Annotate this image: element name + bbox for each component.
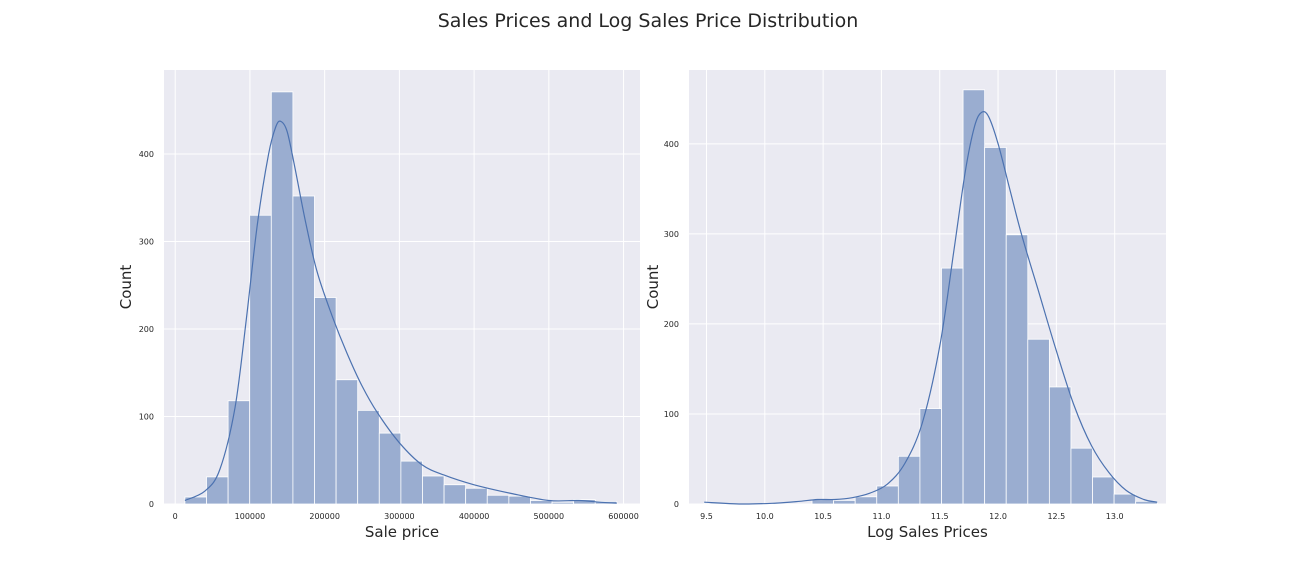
y-tick-label: 0: [149, 500, 154, 509]
x-axis-label: Sale price: [365, 523, 439, 541]
histogram-bar: [184, 496, 207, 505]
histogram-bar: [227, 400, 251, 505]
x-tick-label: 9.5: [700, 512, 713, 521]
histogram-bar: [833, 499, 856, 505]
histogram-bar: [1113, 493, 1137, 505]
histogram-bar: [919, 408, 942, 505]
x-tick-label: 200000: [309, 512, 340, 521]
y-tick-label: 300: [139, 238, 154, 247]
figure-title: Sales Prices and Log Sales Price Distrib…: [438, 10, 859, 32]
y-tick-label: 200: [139, 325, 154, 334]
x-tick-label: 10.0: [756, 512, 774, 521]
y-tick-label: 0: [674, 500, 679, 509]
y-tick-label: 400: [664, 140, 679, 149]
x-tick-label: 13.0: [1106, 512, 1124, 521]
histogram-bar: [897, 455, 921, 505]
y-tick-label: 200: [664, 320, 679, 329]
histogram-bar: [486, 494, 510, 505]
histogram-bar: [508, 495, 531, 505]
histogram-bar: [422, 475, 445, 505]
x-tick-label: 300000: [384, 512, 415, 521]
y-tick-label: 300: [664, 230, 679, 239]
histogram-bar: [1092, 476, 1115, 505]
histogram-bar: [1048, 386, 1072, 505]
kde-curve: [704, 111, 1158, 505]
log-sale-price-histogram: 9.5 10.0 10.5 11.0 11.5 12.0 12.5 13.0 0 100 200 30…: [644, 70, 1166, 541]
sale-price-histogram: 0 100000 200000 300000 400000 500000 600000 0 10…: [117, 70, 640, 541]
x-tick-label: 11.5: [931, 512, 949, 521]
histogram-bar: [984, 147, 1007, 505]
histogram-bar: [378, 432, 402, 505]
x-tick-label: 12.0: [989, 512, 1007, 521]
x-tick-label: 500000: [534, 512, 565, 521]
histogram-bar: [314, 297, 337, 505]
histogram-bar: [551, 501, 575, 505]
histogram-bar: [443, 484, 467, 505]
x-tick-label: 600000: [608, 512, 639, 521]
y-tick-label: 400: [139, 150, 154, 159]
histogram-bar: [1135, 500, 1158, 505]
histogram-bar: [292, 195, 315, 505]
y-tick-label: 100: [664, 410, 679, 419]
histogram-bar: [1070, 447, 1093, 505]
histogram-bar: [270, 91, 294, 505]
histogram-bar: [206, 476, 229, 505]
x-tick-label: 11.0: [873, 512, 891, 521]
x-tick-label: 12.5: [1047, 512, 1065, 521]
x-axis-label: Log Sales Prices: [867, 523, 988, 541]
y-axis-label: Count: [644, 265, 662, 310]
x-tick-label: 0: [173, 512, 178, 521]
histogram-bar: [854, 496, 878, 505]
histogram-bar: [357, 409, 380, 505]
histogram-bar: [335, 379, 359, 505]
x-tick-label: 400000: [459, 512, 490, 521]
x-tick-label: 10.5: [814, 512, 832, 521]
histogram-bar: [1005, 234, 1029, 505]
kde-curve: [184, 120, 617, 504]
y-axis-label: Count: [117, 265, 135, 310]
histogram-bar: [400, 460, 423, 505]
histogram-bar: [465, 487, 488, 505]
histogram-bar: [1027, 338, 1050, 505]
y-tick-label: 100: [139, 413, 154, 422]
histogram-bar: [962, 89, 986, 505]
x-tick-label: 100000: [235, 512, 266, 521]
histogram-bar: [941, 267, 964, 505]
